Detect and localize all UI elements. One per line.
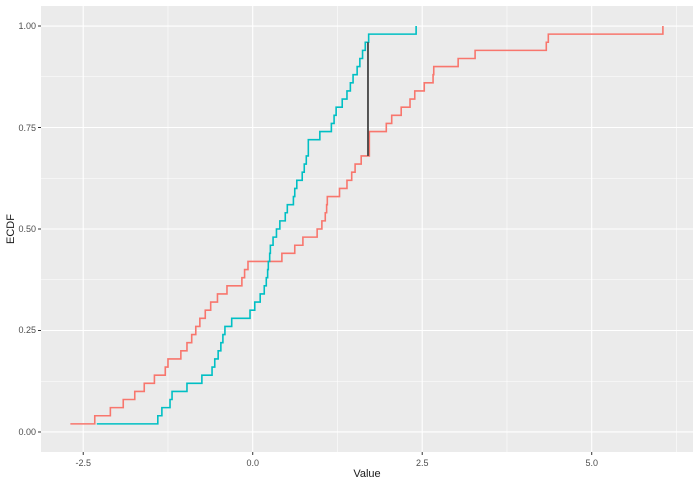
y-tick-label: 0.00 xyxy=(18,426,36,437)
x-tick-label: -2.5 xyxy=(75,458,91,468)
ecdf-curve-sample-red xyxy=(70,26,664,425)
ecdf-curve-sample-cyan xyxy=(96,26,417,425)
y-tick-label: 1.00 xyxy=(18,21,36,31)
y-tick-label: 0.50 xyxy=(18,224,36,234)
y-axis-title: ECDF xyxy=(5,214,17,244)
x-axis-title: Value xyxy=(353,468,381,480)
x-tick-label: 0.0 xyxy=(246,458,259,468)
x-tick-label: 2.5 xyxy=(415,458,429,468)
x-tick-label: 5.0 xyxy=(585,458,598,468)
y-tick-label: 0.25 xyxy=(18,325,36,336)
y-tick-label: 0.75 xyxy=(18,122,36,133)
